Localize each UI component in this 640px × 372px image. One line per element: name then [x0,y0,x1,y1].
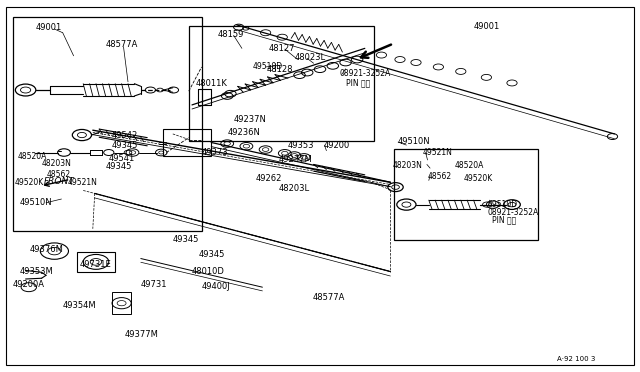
Text: 08921-3252A: 08921-3252A [339,69,390,78]
Text: 49345: 49345 [198,250,225,259]
Text: 49542: 49542 [112,131,138,140]
Text: 48520A: 48520A [18,152,47,161]
Text: 48203N: 48203N [392,161,422,170]
Text: 48023L: 48023L [294,53,326,62]
Text: 49373: 49373 [202,148,228,157]
Text: 49377M: 49377M [125,330,159,339]
Text: 49510N: 49510N [19,198,52,207]
Text: 49237M: 49237M [278,155,312,164]
Text: 48203L: 48203L [278,184,310,193]
Text: 48577A: 48577A [106,40,138,49]
Text: 49510D: 49510D [253,62,283,71]
Text: 49354M: 49354M [63,301,97,310]
Text: 49353: 49353 [288,141,314,150]
Bar [112,292,131,314]
Text: 49236N: 49236N [227,128,260,137]
Text: A·92 100 3: A·92 100 3 [557,356,595,362]
Text: 48577A: 48577A [312,293,345,302]
Text: 49510N: 49510N [398,137,431,146]
Bar [77,252,115,272]
Text: 49376M: 49376M [30,245,64,254]
Text: 48127: 48127 [269,44,295,53]
Text: 49237N: 49237N [234,115,266,124]
Text: 49001: 49001 [474,22,500,31]
Text: FRONT: FRONT [44,177,74,186]
Text: 49521N: 49521N [422,148,452,157]
Text: 08921-3252A: 08921-3252A [488,208,539,217]
Text: 48203N: 48203N [42,159,72,168]
Text: 48011K: 48011K [195,79,227,88]
Text: 49345: 49345 [106,162,132,171]
Text: 48562: 48562 [428,172,452,181]
Text: 48520A: 48520A [454,161,484,170]
Text: 49001: 49001 [35,23,61,32]
Text: 48562: 48562 [47,170,71,179]
Text: 49731: 49731 [141,280,167,289]
Text: 49731E: 49731E [80,260,112,269]
Text: 49200A: 49200A [13,280,45,289]
Text: 49521N: 49521N [67,178,97,187]
Text: PIN ピン: PIN ピン [492,215,516,224]
Text: PIN ピン: PIN ピン [346,78,370,87]
Text: 49520K: 49520K [464,174,493,183]
Bar [189,26,374,141]
Text: 49345: 49345 [112,141,138,150]
Bar [163,129,211,156]
Bar [13,17,202,231]
Text: 49345: 49345 [173,235,199,244]
Text: 49510D: 49510D [488,200,518,209]
Text: 48010D: 48010D [192,267,225,276]
Text: 49200: 49200 [323,141,349,150]
Bar [394,149,538,240]
Text: 49262: 49262 [256,174,282,183]
Text: 49541: 49541 [109,154,135,163]
Text: 49520K: 49520K [15,178,44,187]
Text: 48159: 48159 [218,30,244,39]
Text: 48128: 48128 [267,65,293,74]
Text: 49353M: 49353M [19,267,53,276]
Text: 49400J: 49400J [202,282,230,291]
